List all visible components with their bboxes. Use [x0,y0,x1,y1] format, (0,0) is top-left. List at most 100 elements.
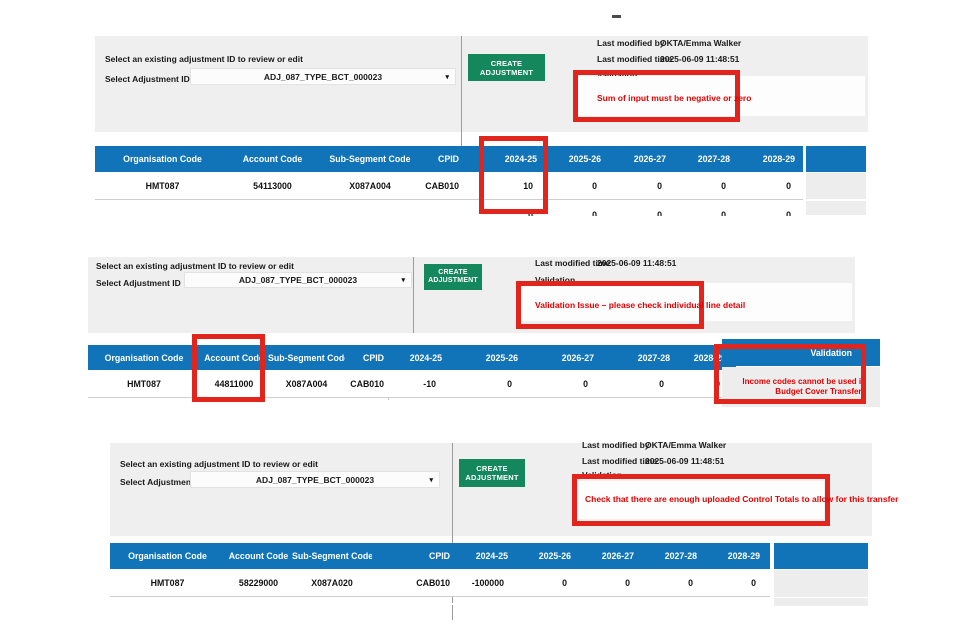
col-header-cpid: CPID [428,551,450,561]
col-header-2024-25: 2024-25 [475,551,508,561]
account-code-highlight-frame [192,334,265,402]
col-header-2025-26: 2025-26 [538,551,571,561]
col-header-2025-26: 2025-26 [568,154,601,164]
table-row: HMT087 54113000 X087A004 CAB010 10 0 0 0… [95,172,803,200]
validation-highlight-frame [572,474,830,526]
col-header-2024-25: 2024-25 [409,352,442,363]
cell-2026-27[interactable]: 0 [657,180,662,191]
section-divider [461,36,462,216]
validation-cell-text: Income codes cannot be used in Budget Co… [742,377,866,396]
section-divider [452,443,453,620]
table-row-partial: 0 0 0 0 0 [95,200,803,216]
table-row: HMT087 58229000 X087A020 CAB010 -100000 … [110,569,770,597]
last-modified-time-label: Last modified time [535,258,611,268]
col-header-account-code: Account Code [242,154,303,164]
col-header-2028-29: 2028-29 [693,352,726,363]
section-divider [413,257,414,333]
col-header-2024-25: 2024-25 [504,154,537,164]
col-header-organisation-code: Organisation Code [128,551,207,561]
col-header-account-code: Account Code [228,551,289,561]
adjustment-id-value: ADJ_087_TYPE_BCT_000023 [238,275,358,285]
table-header-row: Organisation Code Account Code Sub-Segme… [110,543,770,569]
validation-label: Validation [597,70,638,80]
col-header-2026-27: 2026-27 [561,352,594,363]
blank-column-cell [806,201,866,215]
adjustment-id-value: ADJ_087_TYPE_BCT_000023 [263,71,383,82]
cell-2025-26[interactable]: 0 [592,180,597,191]
validation-message: Validation Issue – please check individu… [535,300,746,310]
cell-2026-27[interactable]: 0 [657,210,662,216]
cell-account-code: 54113000 [253,180,292,191]
dropdown-caret-icon[interactable]: ▾ [401,276,405,284]
adjustment-prompt: Select an existing adjustment ID to revi… [105,54,303,64]
validation-message-area [520,283,852,321]
cell-account-code: 58229000 [238,577,279,588]
col-header-2025-26: 2025-26 [485,352,518,363]
cell-2025-26[interactable]: 0 [507,378,512,389]
dropdown-caret-icon[interactable]: ▾ [429,476,433,484]
table-header-row: Organisation Code Account Code Sub-Segme… [95,146,803,172]
blank-column-header [806,146,866,172]
col-header-2028-29: 2028-29 [727,551,760,561]
cell-2024-25[interactable]: -10 [423,378,436,389]
dropdown-caret-icon[interactable]: ▾ [445,73,449,81]
col-header-organisation-code: Organisation Code [104,352,184,363]
validation-label: Validation [535,275,576,285]
last-modified-time-label: Last modified time [582,456,658,466]
cell-2028-29[interactable]: 0 [786,210,791,216]
col-header-cpid: CPID [362,352,384,363]
adjustment-id-dropdown[interactable]: ADJ_087_TYPE_BCT_000023 ▾ [190,471,440,488]
col-header-account-code: Account Code [204,352,264,363]
col-header-2027-28: 2027-28 [697,154,730,164]
cell-2025-26[interactable]: 0 [562,577,567,588]
cell-organisation-code: HMT087 [150,577,185,588]
table-row: HMT087 44811000 X087A004 CAB010 -10 0 0 … [88,370,736,398]
cell-2025-26[interactable]: 0 [592,210,597,216]
cell-2027-28[interactable]: 0 [688,577,693,588]
cell-2024-25[interactable]: 10 [523,180,533,191]
table-row-partial: - - - - - [110,603,770,605]
cell-account-code: 44811000 [214,378,254,389]
col-header-2028-29: 2028-29 [762,154,795,164]
create-adjustment-button[interactable]: CREATE ADJUSTMENT [424,264,482,290]
cell-2027-28[interactable]: 0 [721,180,726,191]
cell-sub-segment-code: X087A020 [311,577,353,588]
validation-column-header: Validation [722,339,880,366]
cell-2024-25[interactable]: -100000 [471,577,504,588]
last-modified-time-value: 2025-06-09 11:48:51 [645,456,725,466]
cell-organisation-code: HMT087 [145,180,180,191]
col-header-cpid: CPID [437,154,459,164]
cell-cpid: CAB010 [416,577,450,588]
validation-message-area [578,76,865,116]
validation-message-area [578,481,824,519]
adjustment-id-dropdown[interactable]: ADJ_087_TYPE_BCT_000023 ▾ [190,68,456,85]
col-header-2027-28: 2027-28 [664,551,697,561]
last-modified-by-label: Last modified by [597,38,665,48]
cropped-text-fragment [612,15,621,18]
cell-2027-28[interactable]: 0 [721,210,726,216]
cell-2026-27[interactable]: 0 [583,378,588,389]
validation-highlight-frame [573,70,740,122]
adjustment-id-dropdown[interactable]: ADJ_087_TYPE_BCT_000023 ▾ [184,272,412,288]
blank-column-cell [774,570,868,597]
cell-organisation-code: HMT087 [127,378,161,389]
create-adjustment-button[interactable]: CREATE ADJUSTMENT [468,54,545,81]
cell-2028-29[interactable]: 0 [786,180,791,191]
col-header-sub-segment-code: Sub-Segment Code [292,551,372,561]
adjustment-id-label: Select Adjustment ID [96,278,181,288]
cell-cpid: CAB010 [350,378,384,389]
cell-sub-segment-code: X087A004 [285,378,328,389]
adjustment-id-label: Select Adjustment ID [105,74,190,84]
create-adjustment-button[interactable]: CREATE ADJUSTMENT [459,459,525,487]
last-modified-time-label: Last modified time [597,54,673,64]
cell-2027-28[interactable]: 0 [659,378,664,389]
cell-2026-27[interactable]: 0 [625,577,630,588]
last-modified-by-value: OKTA/Emma Walker [660,38,742,48]
adjustment-id-value: ADJ_087_TYPE_BCT_000023 [255,474,375,485]
cell-2028-29[interactable]: 0 [751,577,756,588]
budget-table: Organisation Code Account Code Sub-Segme… [95,146,803,216]
year-column-highlight-frame [479,136,548,214]
last-modified-by-label: Last modified by [582,440,650,450]
col-header-sub-segment-code: Sub-Segment Code [329,154,411,164]
